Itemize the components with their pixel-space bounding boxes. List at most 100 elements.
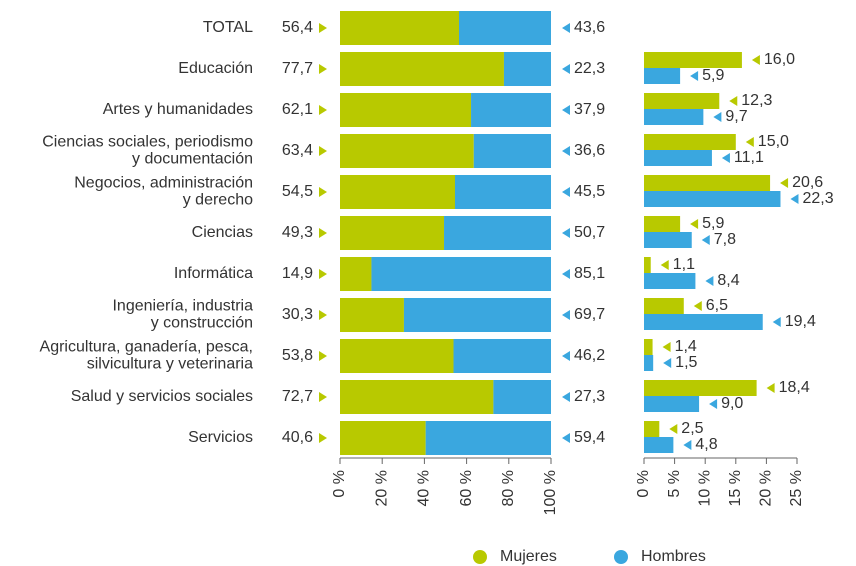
pointer — [669, 424, 678, 434]
bar — [644, 191, 781, 207]
bar — [503, 52, 551, 86]
bar — [644, 93, 720, 109]
pointer — [705, 276, 714, 286]
pointer — [693, 301, 702, 311]
bar — [644, 437, 674, 453]
value-label: 6,5 — [706, 297, 728, 314]
pointer — [562, 269, 570, 279]
pointer — [709, 399, 718, 409]
pointer — [562, 433, 570, 443]
category-label: Ciencias sociales, periodismo y documenta… — [42, 134, 253, 168]
x-tick-label: 0 % — [331, 470, 348, 498]
bar — [454, 175, 551, 209]
legend-swatch — [473, 550, 487, 564]
value-label: 30,3 — [282, 306, 313, 323]
pointer — [319, 105, 327, 115]
bar — [644, 298, 684, 314]
bar — [340, 216, 445, 250]
x-tick-label: 0 % — [635, 470, 652, 498]
bar — [644, 52, 742, 68]
value-label: 56,4 — [282, 19, 313, 36]
bar — [340, 380, 494, 414]
category-label: Artes y humanidades — [103, 101, 253, 118]
x-tick-label: 25 % — [788, 470, 805, 506]
value-label: 2,5 — [681, 420, 703, 437]
legend-label: Mujeres — [500, 548, 557, 565]
value-label: 43,6 — [574, 19, 605, 36]
pointer — [721, 153, 730, 163]
pointer — [766, 383, 775, 393]
bar — [340, 175, 455, 209]
bar — [471, 93, 551, 127]
value-label: 8,4 — [717, 272, 739, 289]
x-tick-label: 15 % — [727, 470, 744, 506]
bar — [473, 134, 551, 168]
pointer — [562, 146, 570, 156]
value-label: 12,3 — [741, 92, 772, 109]
pointer — [745, 137, 754, 147]
pointer — [562, 23, 570, 33]
value-label: 72,7 — [282, 388, 313, 405]
bar — [644, 339, 653, 355]
category-label: Ciencias — [192, 224, 253, 241]
value-label: 1,5 — [675, 354, 697, 371]
value-label: 63,4 — [282, 142, 313, 159]
bar — [340, 11, 460, 45]
pointer — [729, 96, 738, 106]
value-label: 49,3 — [282, 224, 313, 241]
value-label: 36,6 — [574, 142, 605, 159]
pointer — [690, 219, 699, 229]
value-label: 77,7 — [282, 60, 313, 77]
value-label: 85,1 — [574, 265, 605, 282]
pointer — [319, 310, 327, 320]
value-label: 46,2 — [574, 347, 605, 364]
value-label: 22,3 — [574, 60, 605, 77]
x-tick-label: 5 % — [666, 470, 683, 498]
value-label: 9,0 — [721, 395, 743, 412]
pointer — [713, 112, 722, 122]
value-label: 14,9 — [282, 265, 313, 282]
pointer — [562, 105, 570, 115]
value-label: 7,8 — [714, 231, 736, 248]
pointer — [790, 194, 799, 204]
pointer — [562, 310, 570, 320]
pointer — [562, 187, 570, 197]
value-label: 15,0 — [758, 133, 789, 150]
pointer — [562, 228, 570, 238]
value-label: 18,4 — [779, 379, 810, 396]
bar — [340, 298, 404, 332]
value-label: 19,4 — [785, 313, 816, 330]
pointer — [319, 228, 327, 238]
value-label: 27,3 — [574, 388, 605, 405]
pointer — [780, 178, 789, 188]
pointer — [319, 146, 327, 156]
value-label: 16,0 — [764, 51, 795, 68]
value-label: 59,4 — [574, 429, 605, 446]
value-label: 5,9 — [702, 215, 724, 232]
bar — [644, 273, 696, 289]
bar — [644, 175, 771, 191]
value-label: 54,5 — [282, 183, 313, 200]
category-label: Ingeniería, industria y construcción — [112, 298, 253, 332]
value-label: 62,1 — [282, 101, 313, 118]
bar — [340, 257, 372, 291]
value-label: 53,8 — [282, 347, 313, 364]
pointer — [562, 351, 570, 361]
pointer — [772, 317, 781, 327]
bar — [644, 68, 681, 84]
bar — [644, 421, 660, 437]
pointer — [683, 440, 692, 450]
value-label: 20,6 — [792, 174, 823, 191]
bar — [340, 52, 504, 86]
bar — [459, 11, 551, 45]
x-tick-label: 20 % — [758, 470, 775, 506]
pointer — [701, 235, 710, 245]
value-label: 5,9 — [702, 67, 724, 84]
bar — [644, 257, 651, 273]
bar — [493, 380, 551, 414]
category-label: Educación — [178, 60, 253, 77]
pointer — [751, 55, 760, 65]
bar — [644, 396, 700, 412]
legend-swatch — [614, 550, 628, 564]
value-label: 69,7 — [574, 306, 605, 323]
